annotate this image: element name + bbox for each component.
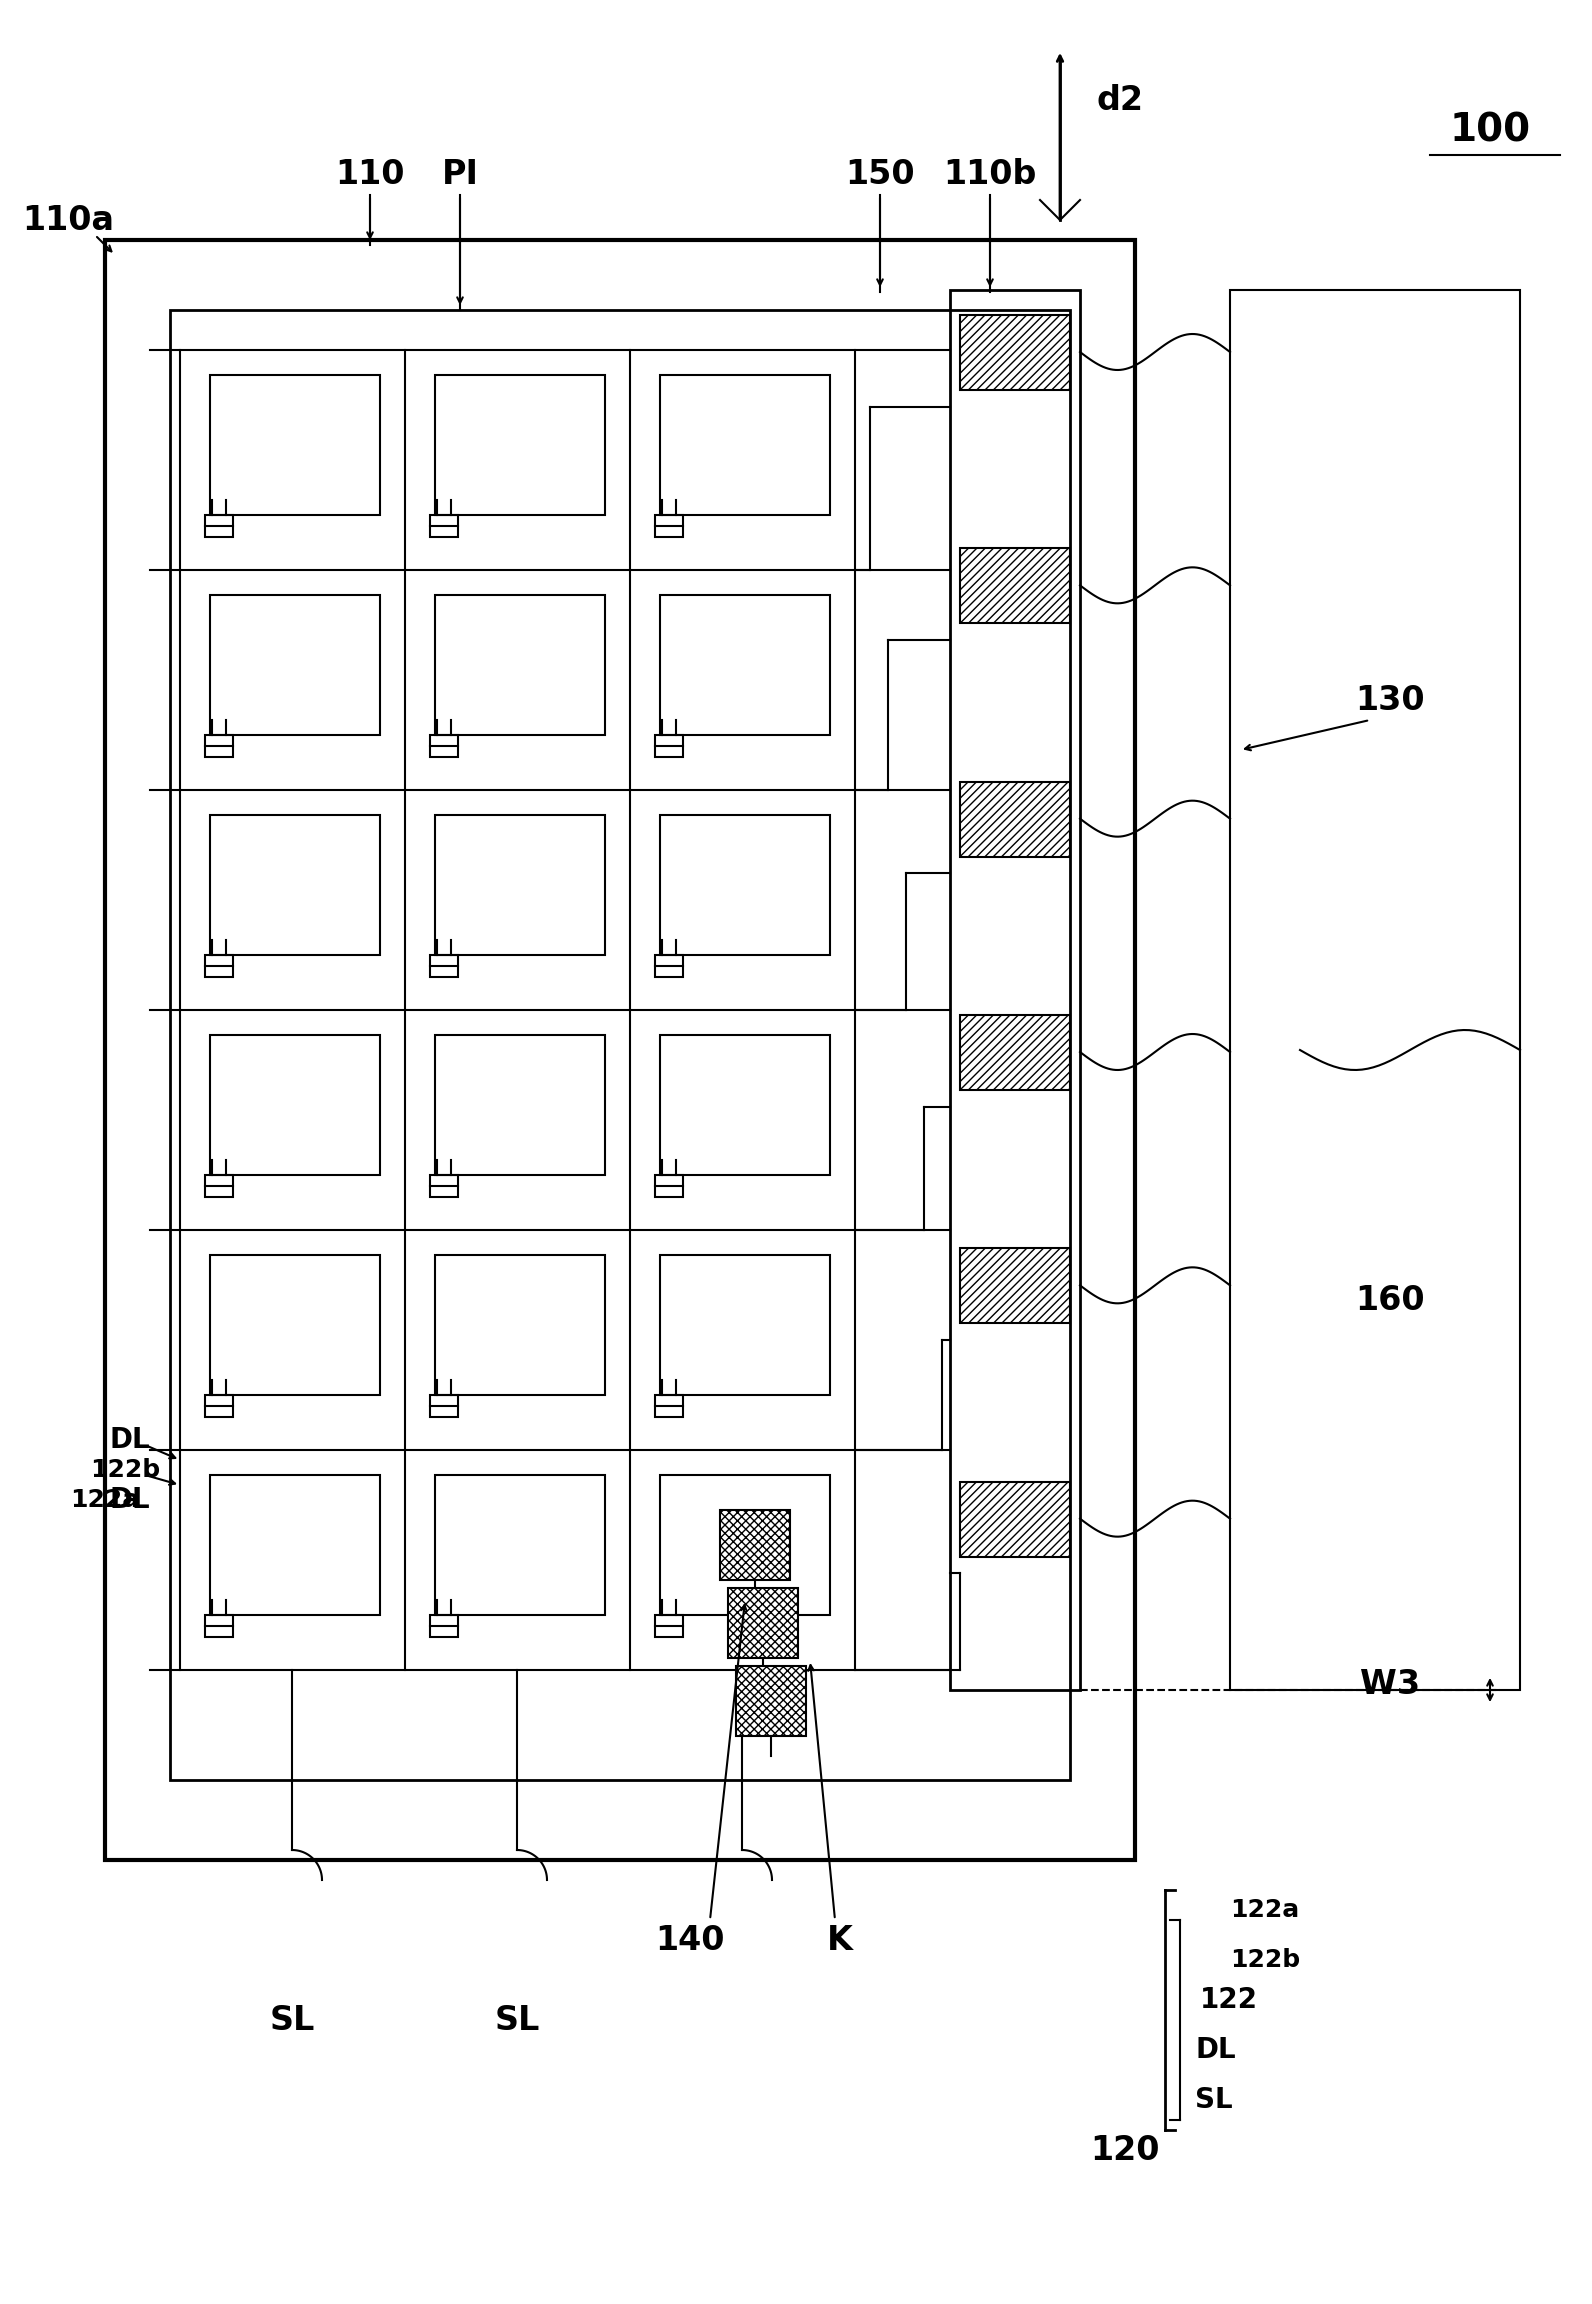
Bar <box>205 735 232 758</box>
Text: 110: 110 <box>336 159 404 191</box>
Bar <box>205 1394 232 1417</box>
Bar <box>205 1615 232 1638</box>
Bar <box>430 1394 458 1417</box>
Bar <box>720 1509 790 1581</box>
Text: SL: SL <box>494 2004 540 2037</box>
Text: 120: 120 <box>1091 2134 1159 2166</box>
Bar <box>435 376 605 516</box>
Text: PI: PI <box>441 159 479 191</box>
Bar <box>654 1615 683 1638</box>
Bar <box>210 376 380 516</box>
Bar <box>210 1475 380 1615</box>
Bar <box>205 516 232 537</box>
Text: 122: 122 <box>1200 1986 1258 2014</box>
Bar <box>960 1481 1070 1558</box>
Text: 150: 150 <box>845 159 915 191</box>
Bar <box>960 1016 1070 1090</box>
Text: W3: W3 <box>1360 1668 1420 1700</box>
Bar <box>435 1475 605 1615</box>
Bar <box>654 735 683 758</box>
Text: 122a: 122a <box>1231 1898 1299 1922</box>
Text: 122b: 122b <box>1231 1947 1301 1972</box>
Bar <box>960 548 1070 624</box>
Bar <box>950 290 1079 1691</box>
Bar <box>661 1475 829 1615</box>
Bar <box>210 1256 380 1394</box>
Text: 160: 160 <box>1355 1283 1425 1316</box>
Text: 130: 130 <box>1355 684 1425 717</box>
Bar <box>661 1256 829 1394</box>
Bar <box>435 1034 605 1175</box>
Text: DL: DL <box>110 1426 151 1454</box>
Bar <box>661 1034 829 1175</box>
Bar <box>661 594 829 735</box>
Text: 140: 140 <box>656 1924 724 1956</box>
Bar <box>960 1249 1070 1322</box>
Bar <box>170 311 1070 1781</box>
Bar <box>661 816 829 954</box>
Bar <box>960 316 1070 389</box>
Bar <box>430 735 458 758</box>
Bar <box>435 594 605 735</box>
Text: 100: 100 <box>1449 111 1530 150</box>
Bar <box>654 954 683 977</box>
Text: DL: DL <box>1196 2037 1235 2064</box>
Bar <box>210 816 380 954</box>
Bar <box>728 1587 798 1659</box>
Bar <box>654 1394 683 1417</box>
Text: SL: SL <box>1196 2085 1232 2115</box>
Text: 110b: 110b <box>944 159 1036 191</box>
Bar <box>105 240 1135 1859</box>
Bar <box>654 516 683 537</box>
Text: 110a: 110a <box>22 203 115 237</box>
Text: SL: SL <box>269 2004 315 2037</box>
Bar <box>430 954 458 977</box>
Bar <box>210 594 380 735</box>
Bar <box>430 1175 458 1198</box>
Bar <box>210 1034 380 1175</box>
Bar <box>430 1615 458 1638</box>
Bar <box>654 1175 683 1198</box>
Bar <box>205 954 232 977</box>
Bar <box>661 376 829 516</box>
Bar <box>435 816 605 954</box>
Text: 122a: 122a <box>70 1488 139 1511</box>
Text: 122b: 122b <box>91 1458 161 1481</box>
Bar <box>736 1666 806 1735</box>
Text: d2: d2 <box>1097 83 1143 118</box>
Bar <box>205 1175 232 1198</box>
Bar <box>1231 290 1520 1691</box>
Bar <box>435 1256 605 1394</box>
Bar <box>430 516 458 537</box>
Text: K: K <box>828 1924 853 1956</box>
Bar <box>960 781 1070 857</box>
Text: DL: DL <box>110 1486 151 1514</box>
